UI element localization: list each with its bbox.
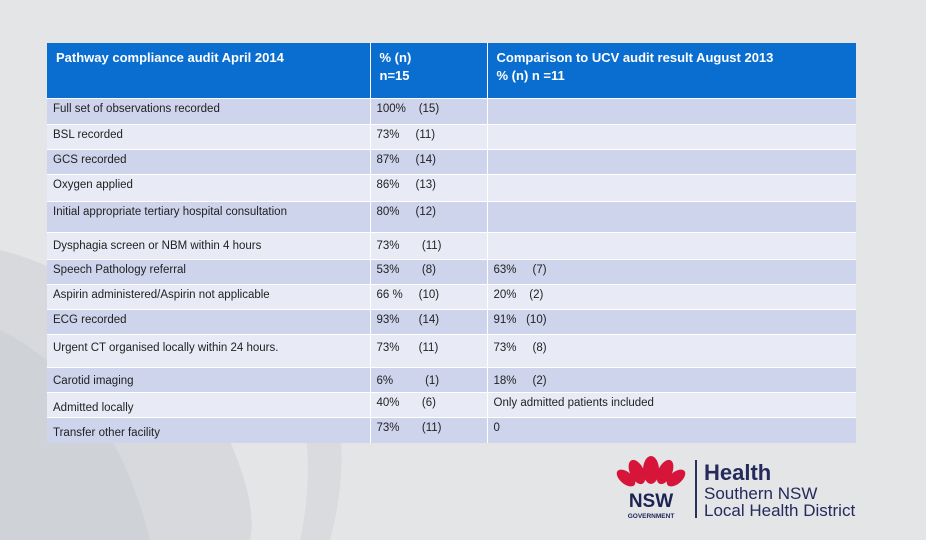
- cell-comparison: 73% (8): [493, 342, 547, 354]
- cell-measure: Speech Pathology referral: [53, 264, 186, 276]
- cell-comparison: 63% (7): [493, 264, 547, 276]
- waratah-icon: NSW GOVERNMENT: [616, 456, 686, 520]
- cell-comparison: [494, 202, 851, 206]
- table-row: ECG recorded 93% (14) 91% (10): [47, 309, 856, 335]
- cell-measure: Oxygen applied: [53, 179, 133, 191]
- cell-comparison: 20% (2): [493, 289, 544, 301]
- table-row: Full set of observations recorded 100% (1…: [47, 98, 856, 125]
- table-row: Speech Pathology referral 53% (8) 63% (7): [47, 259, 856, 285]
- cell-comparison: 91% (10): [493, 314, 547, 326]
- cell-measure: Carotid imaging: [53, 375, 134, 387]
- cell-percent: 6% (1): [376, 375, 440, 387]
- table-row: BSL recorded 73% (11): [47, 124, 856, 150]
- logo-line-2: Local Health District: [704, 501, 856, 520]
- cell-percent: 73% (11): [376, 342, 439, 354]
- logo-title: Health: [704, 460, 772, 485]
- table-row: Oxygen applied 86% (13): [47, 174, 856, 202]
- table-row: Aspirin administered/Aspirin not applica…: [47, 284, 856, 310]
- cell-comparison: Only admitted patients included: [493, 397, 654, 409]
- cell-measure: Full set of observations recorded: [53, 103, 220, 115]
- cell-comparison: [494, 99, 851, 103]
- cell-comparison: 18% (2): [493, 375, 547, 387]
- logo-divider: [695, 460, 697, 518]
- cell-percent: 87% (14): [376, 154, 436, 166]
- cell-measure: Initial appropriate tertiary hospital co…: [53, 206, 287, 218]
- nsw-wordmark: NSW: [629, 491, 673, 512]
- cell-measure: BSL recorded: [53, 129, 123, 141]
- cell-comparison: [494, 233, 851, 240]
- government-wordmark: GOVERNMENT: [628, 513, 675, 520]
- cell-comparison: [494, 175, 851, 179]
- table-header-row: Pathway compliance audit April 2014 % (n…: [47, 43, 856, 99]
- cell-comparison: 0: [493, 422, 500, 434]
- cell-comparison: [494, 125, 851, 129]
- cell-measure: Urgent CT organised locally within 24 ho…: [53, 342, 279, 354]
- table-row: Initial appropriate tertiary hospital co…: [47, 201, 856, 233]
- cell-percent: 73% (11): [376, 240, 442, 252]
- table-row: Carotid imaging 6% (1) 18% (2): [47, 367, 856, 393]
- cell-measure: Transfer other facility: [53, 427, 160, 439]
- header-audit: Pathway compliance audit April 2014: [47, 43, 371, 99]
- cell-percent: 86% (13): [376, 179, 436, 191]
- table-row: Dysphagia screen or NBM within 4 hours 73…: [47, 232, 856, 260]
- header-percent: % (n) n=15: [370, 43, 488, 99]
- cell-percent: 80% (12): [376, 206, 436, 218]
- cell-percent: 93% (14): [376, 314, 440, 326]
- logo-line-1: Southern NSW: [704, 484, 818, 503]
- cell-percent: 73% (11): [376, 422, 442, 434]
- cell-percent: 40% (6): [376, 397, 436, 409]
- table-row: GCS recorded 87% (14): [47, 149, 856, 175]
- table-row: Urgent CT organised locally within 24 ho…: [47, 334, 856, 368]
- cell-percent: 66 % (10): [376, 289, 440, 301]
- cell-percent: 73% (11): [376, 129, 436, 141]
- cell-comparison: [494, 150, 851, 154]
- cell-measure: Dysphagia screen or NBM within 4 hours: [53, 240, 262, 252]
- nsw-health-logo: NSW GOVERNMENT Health Southern NSW Local…: [610, 452, 900, 524]
- cell-measure: Aspirin administered/Aspirin not applica…: [53, 289, 270, 301]
- audit-table: Pathway compliance audit April 2014 % (n…: [47, 43, 856, 443]
- cell-percent: 53% (8): [376, 264, 436, 276]
- cell-measure: GCS recorded: [53, 154, 127, 166]
- header-comparison: Comparison to UCV audit result August 20…: [487, 43, 856, 99]
- table-row: Transfer other facility 73% (11) 0: [47, 417, 856, 443]
- cell-measure: ECG recorded: [53, 314, 127, 326]
- table-row: Admitted locally 40% (6) Only admitted pat…: [47, 392, 856, 418]
- cell-measure: Admitted locally: [53, 402, 134, 414]
- cell-percent: 100% (15): [376, 103, 440, 115]
